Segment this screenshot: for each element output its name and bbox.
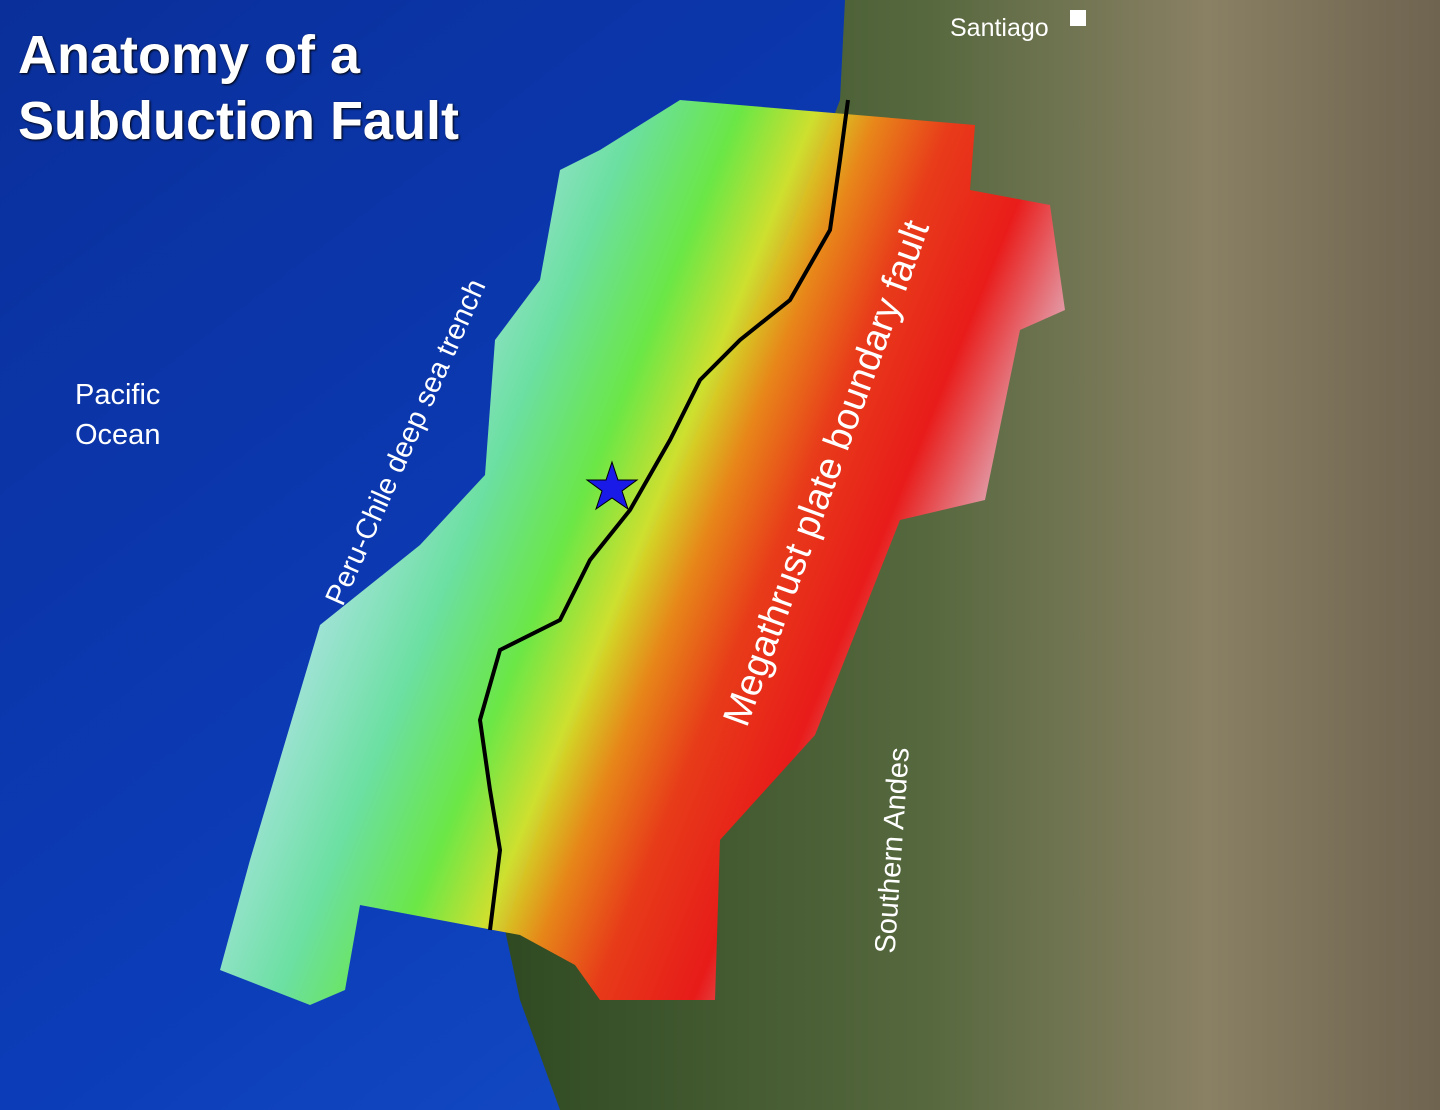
ocean-label: Pacific Ocean xyxy=(75,375,160,455)
ocean-label-line-1: Pacific xyxy=(75,379,161,411)
coastline xyxy=(477,99,850,931)
slip-distribution xyxy=(220,100,1065,1005)
city-square-marker xyxy=(1070,10,1086,26)
star-icon xyxy=(585,460,639,511)
land xyxy=(505,0,1440,1110)
ocean-label-line-2: Ocean xyxy=(75,419,161,451)
title-line-2: Subduction Fault xyxy=(18,91,459,151)
title-line-1: Anatomy of a xyxy=(18,25,361,85)
city-label-santiago: Santiago xyxy=(950,14,1049,42)
map-title: Anatomy of a Subduction Fault xyxy=(18,22,459,154)
